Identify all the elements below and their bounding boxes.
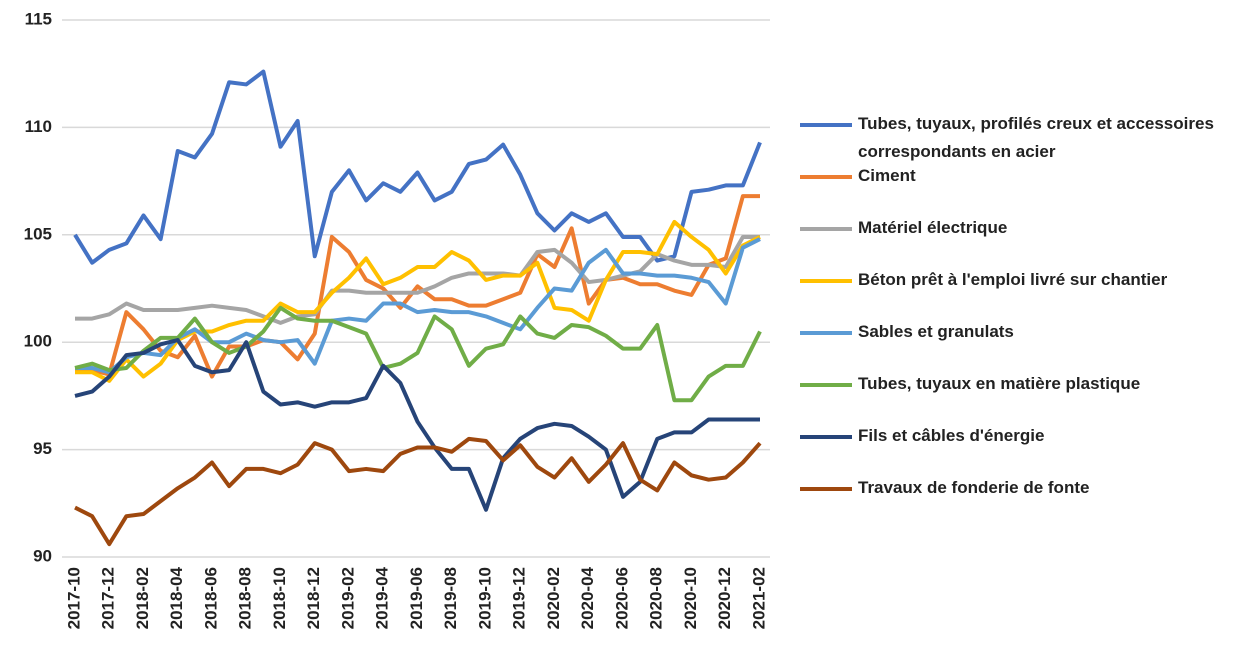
legend-item: Béton prêt à l'emploi livré sur chantier xyxy=(800,266,1240,294)
legend-item: Sables et granulats xyxy=(800,318,1240,346)
legend-label: Sables et granulats xyxy=(858,322,1014,341)
y-tick-label: 90 xyxy=(33,546,52,565)
series-line xyxy=(74,436,762,547)
x-tick-label: 2019-08 xyxy=(441,567,460,629)
y-tick-label: 95 xyxy=(33,439,52,458)
x-tick-label: 2020-08 xyxy=(647,567,666,629)
legend-swatch xyxy=(800,331,852,335)
series-line xyxy=(73,69,762,265)
legend-item: Tubes, tuyaux en matière plastique xyxy=(800,370,1240,398)
x-tick-label: 2017-12 xyxy=(99,567,118,629)
legend-swatch xyxy=(800,383,852,387)
series-line xyxy=(75,234,760,325)
x-tick-label: 2020-12 xyxy=(715,567,734,629)
y-tick-label: 105 xyxy=(24,224,52,243)
x-tick-label: 2019-12 xyxy=(510,567,529,629)
legend-item: Ciment xyxy=(800,162,1240,190)
legend-label: Tubes, tuyaux en matière plastique xyxy=(858,374,1141,393)
legend-label: Béton prêt à l'emploi livré sur chantier xyxy=(858,270,1168,289)
legend-item: Travaux de fonderie de fonte xyxy=(800,474,1240,502)
x-tick-label: 2019-02 xyxy=(338,567,357,629)
x-tick-label: 2018-08 xyxy=(236,567,255,629)
x-tick-label: 2018-06 xyxy=(201,567,220,629)
legend-label: Matériel électrique xyxy=(858,218,1008,237)
series-line xyxy=(75,237,761,375)
x-tick-label: 2017-10 xyxy=(64,567,83,629)
legend-swatch xyxy=(800,279,852,283)
series-line xyxy=(74,305,762,403)
x-tick-label: 2018-12 xyxy=(304,567,323,629)
x-tick-label: 2019-10 xyxy=(475,567,494,629)
legend-item: Fils et câbles d'énergie xyxy=(800,422,1240,450)
x-tick-label: 2019-04 xyxy=(373,566,392,629)
legend-swatch xyxy=(800,227,852,231)
x-tick-label: 2018-10 xyxy=(270,567,289,629)
legend-item: Tubes, tuyaux, profilés creux et accesso… xyxy=(800,110,1240,166)
legend-swatch xyxy=(800,435,852,439)
series-line xyxy=(75,194,760,379)
x-tick-label: 2019-06 xyxy=(407,567,426,629)
x-tick-label: 2020-10 xyxy=(681,567,700,629)
x-tick-label: 2020-04 xyxy=(578,566,597,629)
legend-label: Tubes, tuyaux, profilés creux et accesso… xyxy=(858,114,1214,161)
y-tick-label: 110 xyxy=(25,117,52,136)
x-tick-label: 2018-04 xyxy=(167,566,186,629)
legend-swatch xyxy=(800,175,852,179)
legend-label: Travaux de fonderie de fonte xyxy=(858,478,1090,497)
legend-swatch xyxy=(800,123,852,127)
x-tick-label: 2020-02 xyxy=(544,567,563,629)
x-tick-label: 2020-06 xyxy=(612,567,631,629)
x-tick-label: 2021-02 xyxy=(749,567,768,629)
y-tick-label: 100 xyxy=(24,332,52,351)
legend-label: Ciment xyxy=(858,166,916,185)
legend-label: Fils et câbles d'énergie xyxy=(858,426,1045,445)
x-tick-label: 2018-02 xyxy=(133,567,152,629)
legend-item: Matériel électrique xyxy=(800,214,1240,242)
legend-swatch xyxy=(800,487,852,491)
y-tick-label: 115 xyxy=(25,9,52,28)
series-line xyxy=(74,338,760,512)
